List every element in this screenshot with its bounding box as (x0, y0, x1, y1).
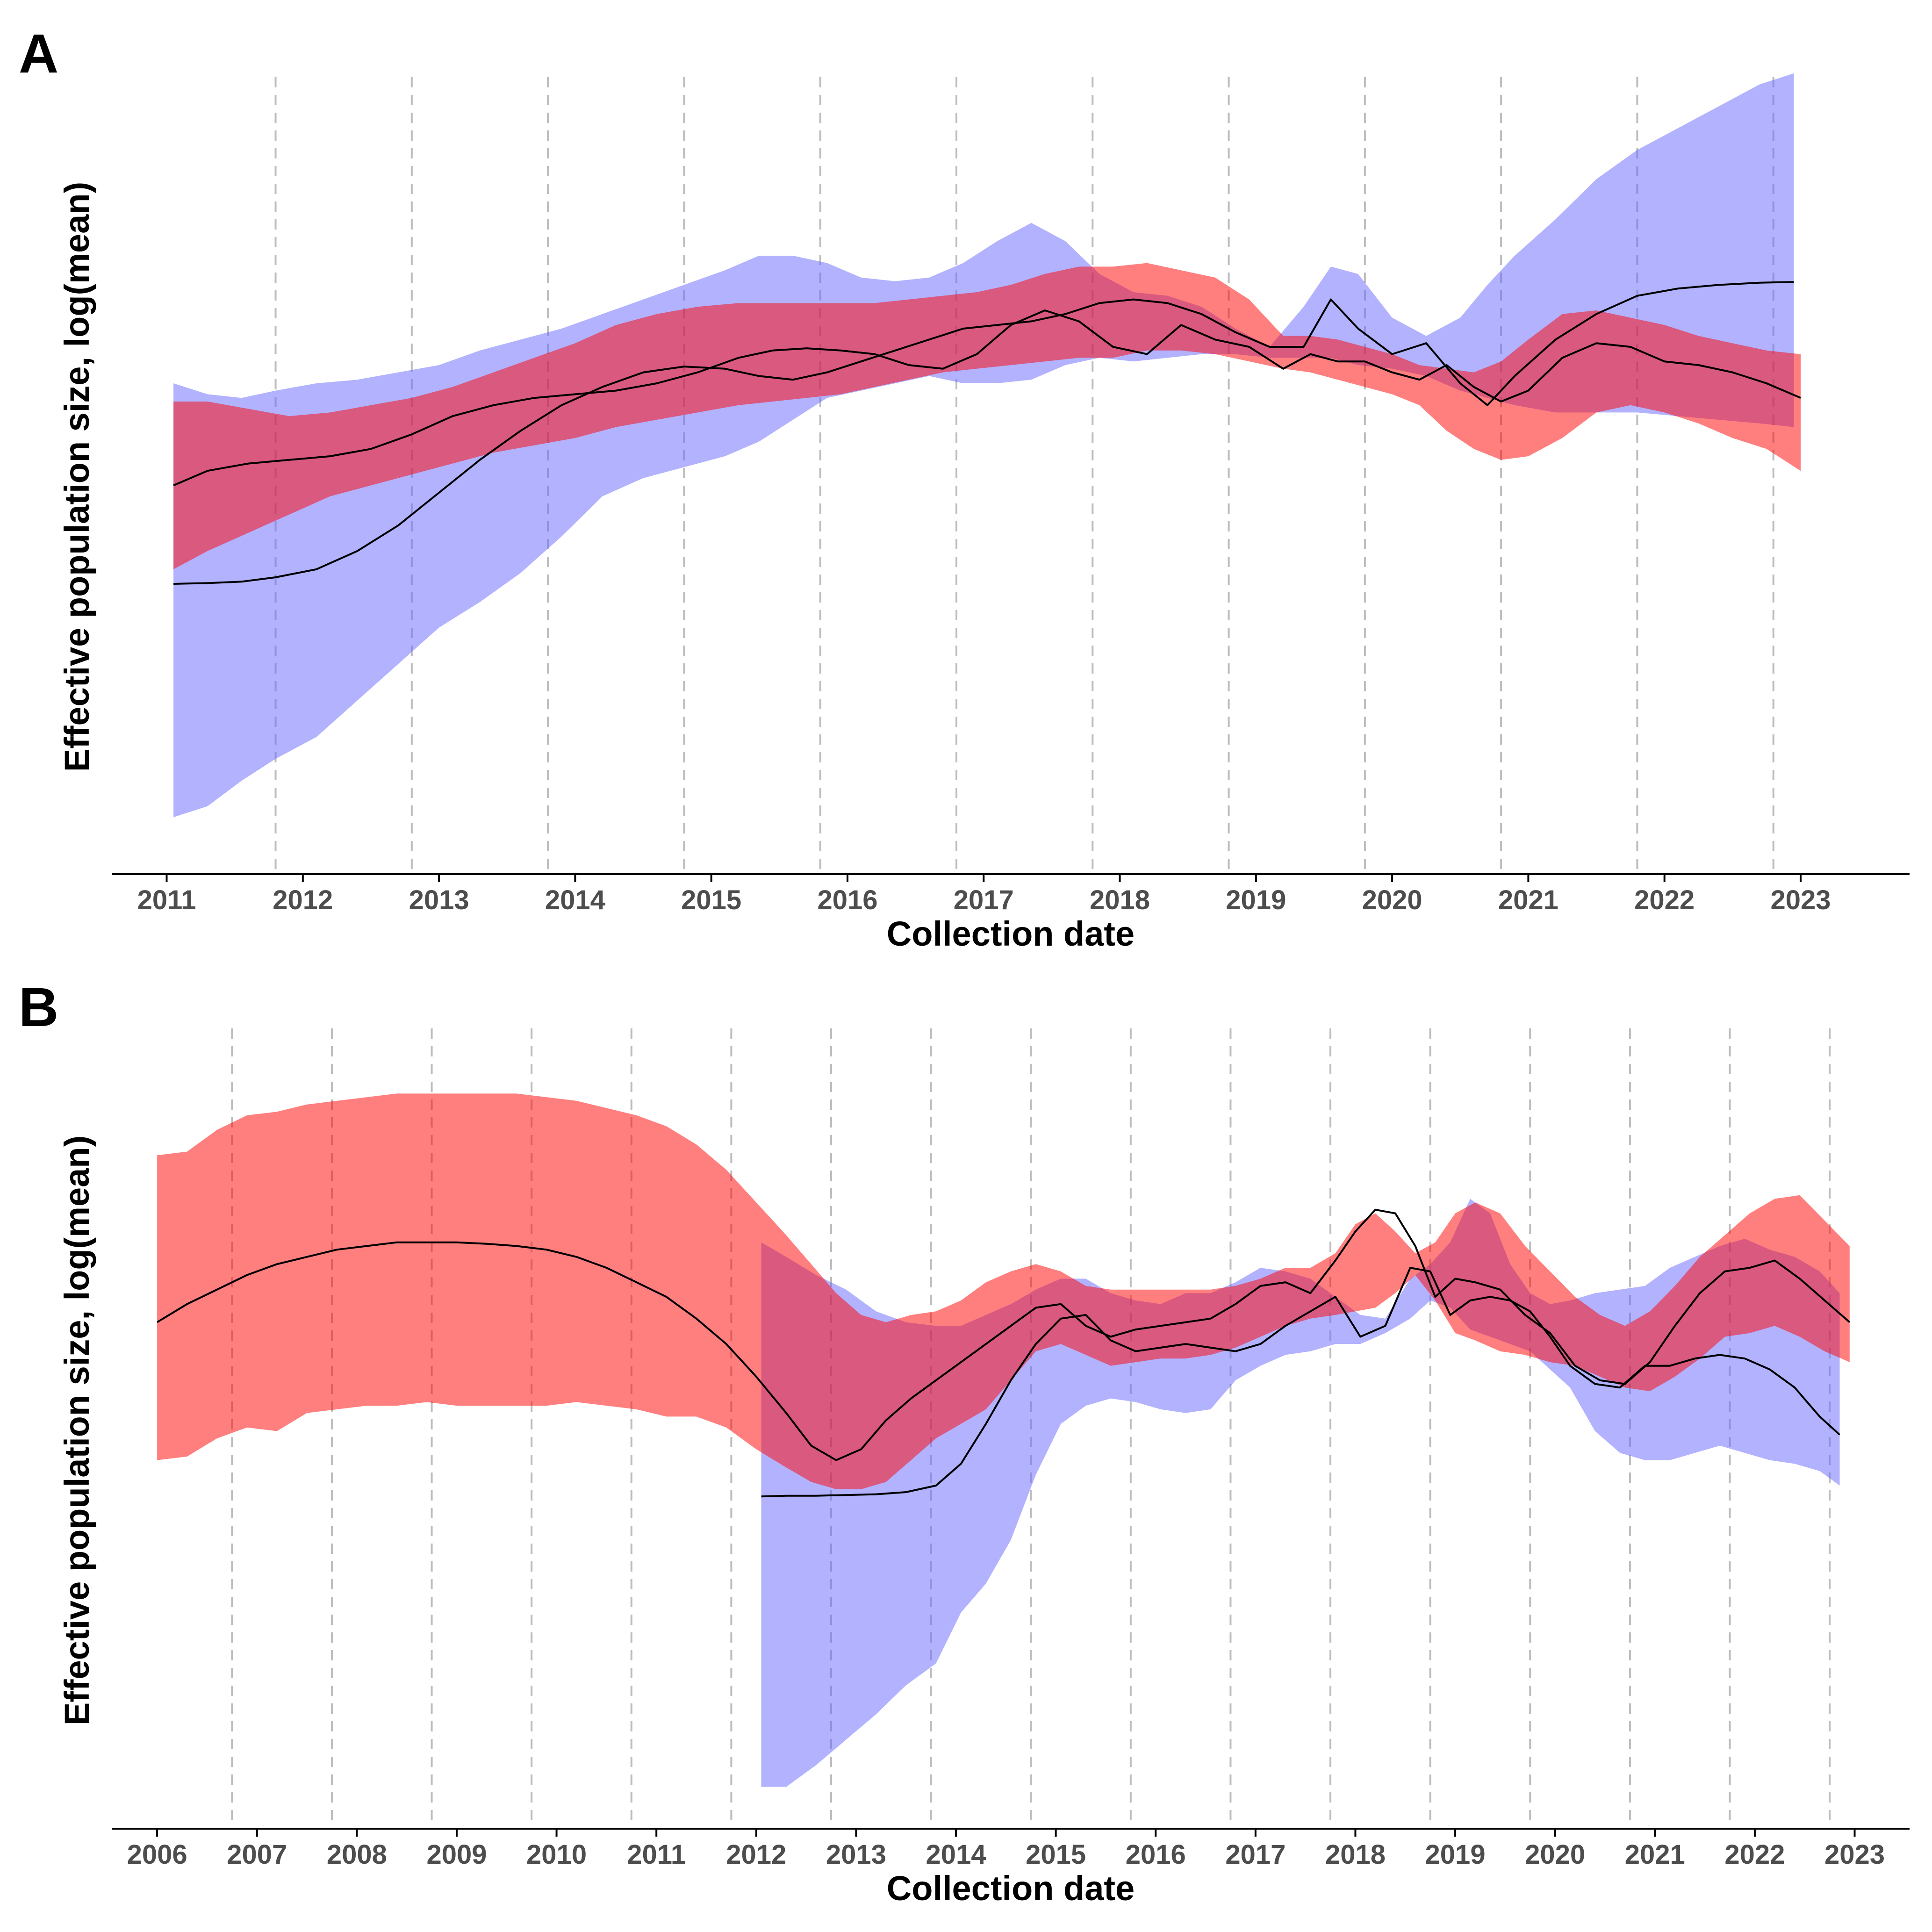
panel-a-x-tick-label: 2023 (1770, 885, 1831, 915)
panel-b-blue-mean-line (761, 1267, 1840, 1498)
panel-a-letter: A (19, 23, 58, 85)
panel-b-x-tick-label: 2011 (627, 1839, 686, 1870)
panel-a-series-areas (173, 73, 1801, 818)
panel-a-x-tick-label: 2016 (817, 885, 877, 915)
panel-b: B 2006 2007 2008 2009 2010 2011 2012 2013 2014 20… (19, 977, 1910, 1908)
panel-b-x-tick-label: 2010 (526, 1839, 587, 1870)
panel-a-x-tick-label: 2019 (1226, 885, 1286, 915)
panel-b-x-tick-label: 2007 (227, 1839, 287, 1870)
panel-a-x-tick-label: 2014 (545, 885, 605, 915)
panel-b-x-tick-label: 2015 (1026, 1839, 1086, 1870)
panel-b-x-tick-label: 2016 (1126, 1839, 1186, 1870)
panel-b-x-tick-label: 2021 (1625, 1839, 1685, 1870)
panel-a-x-tick-label: 2018 (1090, 885, 1150, 915)
panel-a-x-ticks: 2011 2012 2013 2014 2015 2016 2017 2018 2019 2020… (137, 874, 1831, 915)
panel-b-x-tick-label: 2022 (1724, 1839, 1785, 1870)
panel-a-x-axis-title: Collection date (887, 914, 1135, 953)
panel-b-letter: B (19, 977, 58, 1038)
panel-a-reference-lines (274, 77, 1774, 874)
panel-a-y-axis-title: Effective population size, log(mean) (57, 182, 96, 772)
panel-b-x-tick-label: 2008 (327, 1839, 387, 1870)
panel-b-x-tick-label: 2013 (826, 1839, 886, 1870)
panel-b-red-mean-line (157, 1208, 1851, 1461)
panel-a-x-tick-label: 2020 (1362, 885, 1422, 915)
panel-a: A 2011 2012 2013 2014 2015 2016 2017 2018 2019 20… (19, 23, 1910, 953)
panel-b-mean-lines (157, 1208, 1851, 1498)
panel-b-series-areas (157, 1093, 1850, 1787)
panel-b-x-tick-label: 2012 (726, 1839, 786, 1870)
panel-b-x-tick-label: 2020 (1525, 1839, 1585, 1870)
panel-b-red-band (157, 1093, 1850, 1489)
panel-a-x-tick-label: 2011 (137, 885, 196, 915)
panel-b-x-axis-title: Collection date (887, 1869, 1135, 1908)
panel-b-x-tick-label: 2009 (426, 1839, 487, 1870)
panel-b-x-tick-label: 2006 (127, 1839, 187, 1870)
panel-b-x-tick-label: 2019 (1425, 1839, 1486, 1870)
panel-a-x-tick-label: 2021 (1498, 885, 1559, 915)
panel-a-red-mean-line (173, 309, 1801, 487)
panel-a-x-tick-label: 2017 (954, 885, 1014, 915)
panel-a-x-tick-label: 2012 (273, 885, 333, 915)
panel-b-x-tick-label: 2023 (1824, 1839, 1885, 1870)
panel-a-red-band (173, 263, 1801, 569)
panel-b-x-tick-label: 2014 (926, 1839, 986, 1870)
panel-b-y-axis-title: Effective population size, log(mean) (57, 1135, 96, 1725)
panel-a-mean-lines (173, 281, 1801, 585)
panel-b-x-ticks: 2006 2007 2008 2009 2010 2011 2012 2013 2014 2015… (127, 1829, 1885, 1870)
panel-a-x-tick-label: 2022 (1634, 885, 1695, 915)
panel-a-x-tick-label: 2013 (409, 885, 469, 915)
panel-a-x-tick-label: 2015 (681, 885, 741, 915)
panel-b-x-tick-label: 2018 (1325, 1839, 1386, 1870)
panel-b-x-tick-label: 2017 (1225, 1839, 1286, 1870)
